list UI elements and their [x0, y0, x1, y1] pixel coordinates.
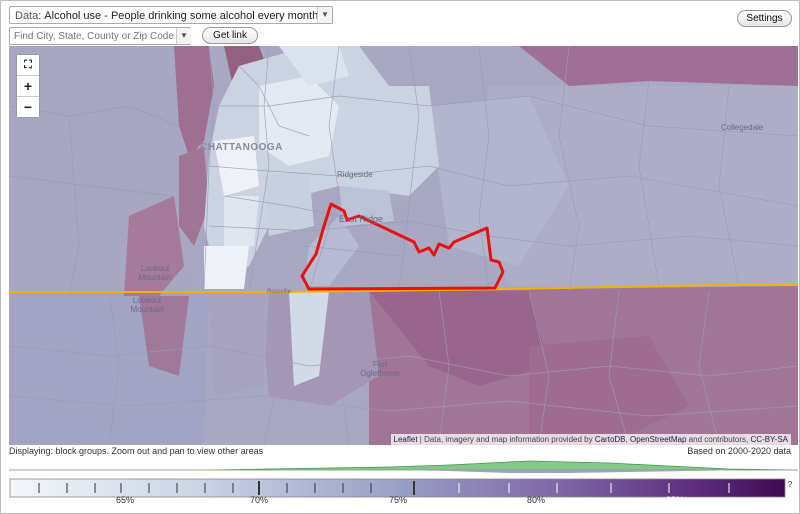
attribution-text-2: and contributors, [686, 435, 751, 444]
attribution-text-1: | Data, imagery and map information prov… [417, 435, 595, 444]
search-input[interactable] [9, 27, 191, 45]
map-label-rossville: Rossville [267, 289, 292, 295]
license-link[interactable]: CC-BY-SA [750, 435, 789, 444]
map-label-east-ridge: East Ridge [339, 214, 384, 224]
legend-color-bar [9, 478, 786, 498]
data-select-label: Data: [15, 10, 42, 22]
zoom-control: ⛶ + − [16, 54, 40, 118]
fullscreen-icon[interactable]: ⛶ [17, 55, 39, 76]
map-attribution: Leaflet | Data, imagery and map informat… [390, 434, 791, 445]
legend-histogram-national [309, 470, 749, 473]
data-years-text: Based on 2000-2020 data [687, 446, 791, 456]
leaflet-link[interactable]: Leaflet [393, 435, 418, 444]
status-text: Displaying: block groups. Zoom out and p… [9, 446, 264, 456]
zoom-out-button[interactable]: − [17, 97, 39, 117]
carto-link[interactable]: CartoDB [594, 435, 626, 444]
attribution-sep: , [625, 435, 630, 444]
legend-help-icon[interactable]: ? [788, 480, 793, 489]
get-link-button[interactable]: Get link [202, 27, 258, 44]
map-canvas[interactable]: CHATTANOOGA Ridgeside East Ridge College… [9, 46, 798, 445]
legend-tick-80: 80% [527, 495, 545, 505]
map-label-ridgeside: Ridgeside [337, 170, 373, 179]
data-select-value: Alcohol use - People drinking some alcoh… [44, 10, 333, 22]
legend-tick-75: 75% [389, 495, 407, 505]
map-label-collegedale: Collegedale [721, 123, 764, 132]
legend-tick-70: 70% [250, 495, 268, 505]
legend: 65% 70% 75% 80% 85% ? [9, 460, 798, 505]
choropleth-map [9, 46, 798, 445]
map-label-city: CHATTANOOGA [200, 142, 283, 153]
map-label-lookout-mountain-2: Lookout Mountain [130, 296, 164, 314]
legend-tick-85: 85% [666, 495, 684, 505]
chevron-down-icon[interactable]: ▼ [317, 7, 332, 23]
legend-histogram-local [9, 460, 798, 471]
settings-button[interactable]: Settings [737, 10, 792, 27]
map-label-lookout-mountain-1: Lookout Mountain [138, 264, 172, 282]
zoom-in-button[interactable]: + [17, 76, 39, 97]
legend-ticks [38, 481, 730, 495]
search-dropdown-icon[interactable]: ▼ [176, 28, 191, 44]
data-select[interactable]: Data: Alcohol use - People drinking some … [9, 6, 333, 24]
map-label-fort-oglethorpe: Fort Oglethorpe [360, 360, 400, 378]
legend-tick-65: 65% [116, 495, 134, 505]
osm-link[interactable]: OpenStreetMap [629, 435, 687, 444]
